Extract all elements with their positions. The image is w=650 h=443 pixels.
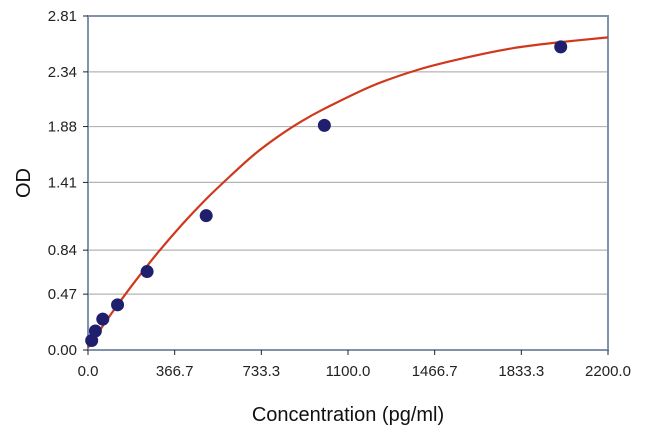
x-tick-label: 2200.0 xyxy=(585,363,631,380)
y-tick-label: 0.84 xyxy=(48,242,77,259)
data-point xyxy=(111,298,125,312)
x-tick-label: 1100.0 xyxy=(326,363,371,380)
data-point xyxy=(140,265,154,279)
data-point xyxy=(317,118,331,132)
x-axis-title: Concentration (pg/ml) xyxy=(252,404,444,426)
y-tick-label: 0.47 xyxy=(48,286,77,303)
data-point xyxy=(96,312,110,326)
x-tick-labels: 0.0 366.7 733.3 1100.0 1466.7 1833.3 2200.0 xyxy=(78,350,631,380)
x-tick-label: 366.7 xyxy=(156,363,194,380)
x-tick-label: 1466.7 xyxy=(412,363,458,380)
data-points xyxy=(85,40,568,347)
data-point xyxy=(88,324,102,338)
y-axis-title: OD xyxy=(13,168,35,198)
x-tick-label: 733.3 xyxy=(243,363,281,380)
y-tick-label: 2.81 xyxy=(48,8,77,25)
data-point xyxy=(554,40,568,54)
x-tick-label: 1833.3 xyxy=(498,363,544,380)
fit-curve xyxy=(87,36,609,349)
data-point xyxy=(199,209,213,223)
x-tick-label: 0.0 xyxy=(78,363,99,380)
y-tick-label: 2.34 xyxy=(48,64,77,81)
y-tick-label: 1.41 xyxy=(48,174,77,191)
y-tick-label: 1.88 xyxy=(48,119,77,136)
y-tick-label: 0.00 xyxy=(48,342,77,359)
y-tick-labels: 0.00 0.47 0.84 1.41 1.88 2.34 2.81 xyxy=(48,8,88,359)
gridlines xyxy=(88,71,608,295)
